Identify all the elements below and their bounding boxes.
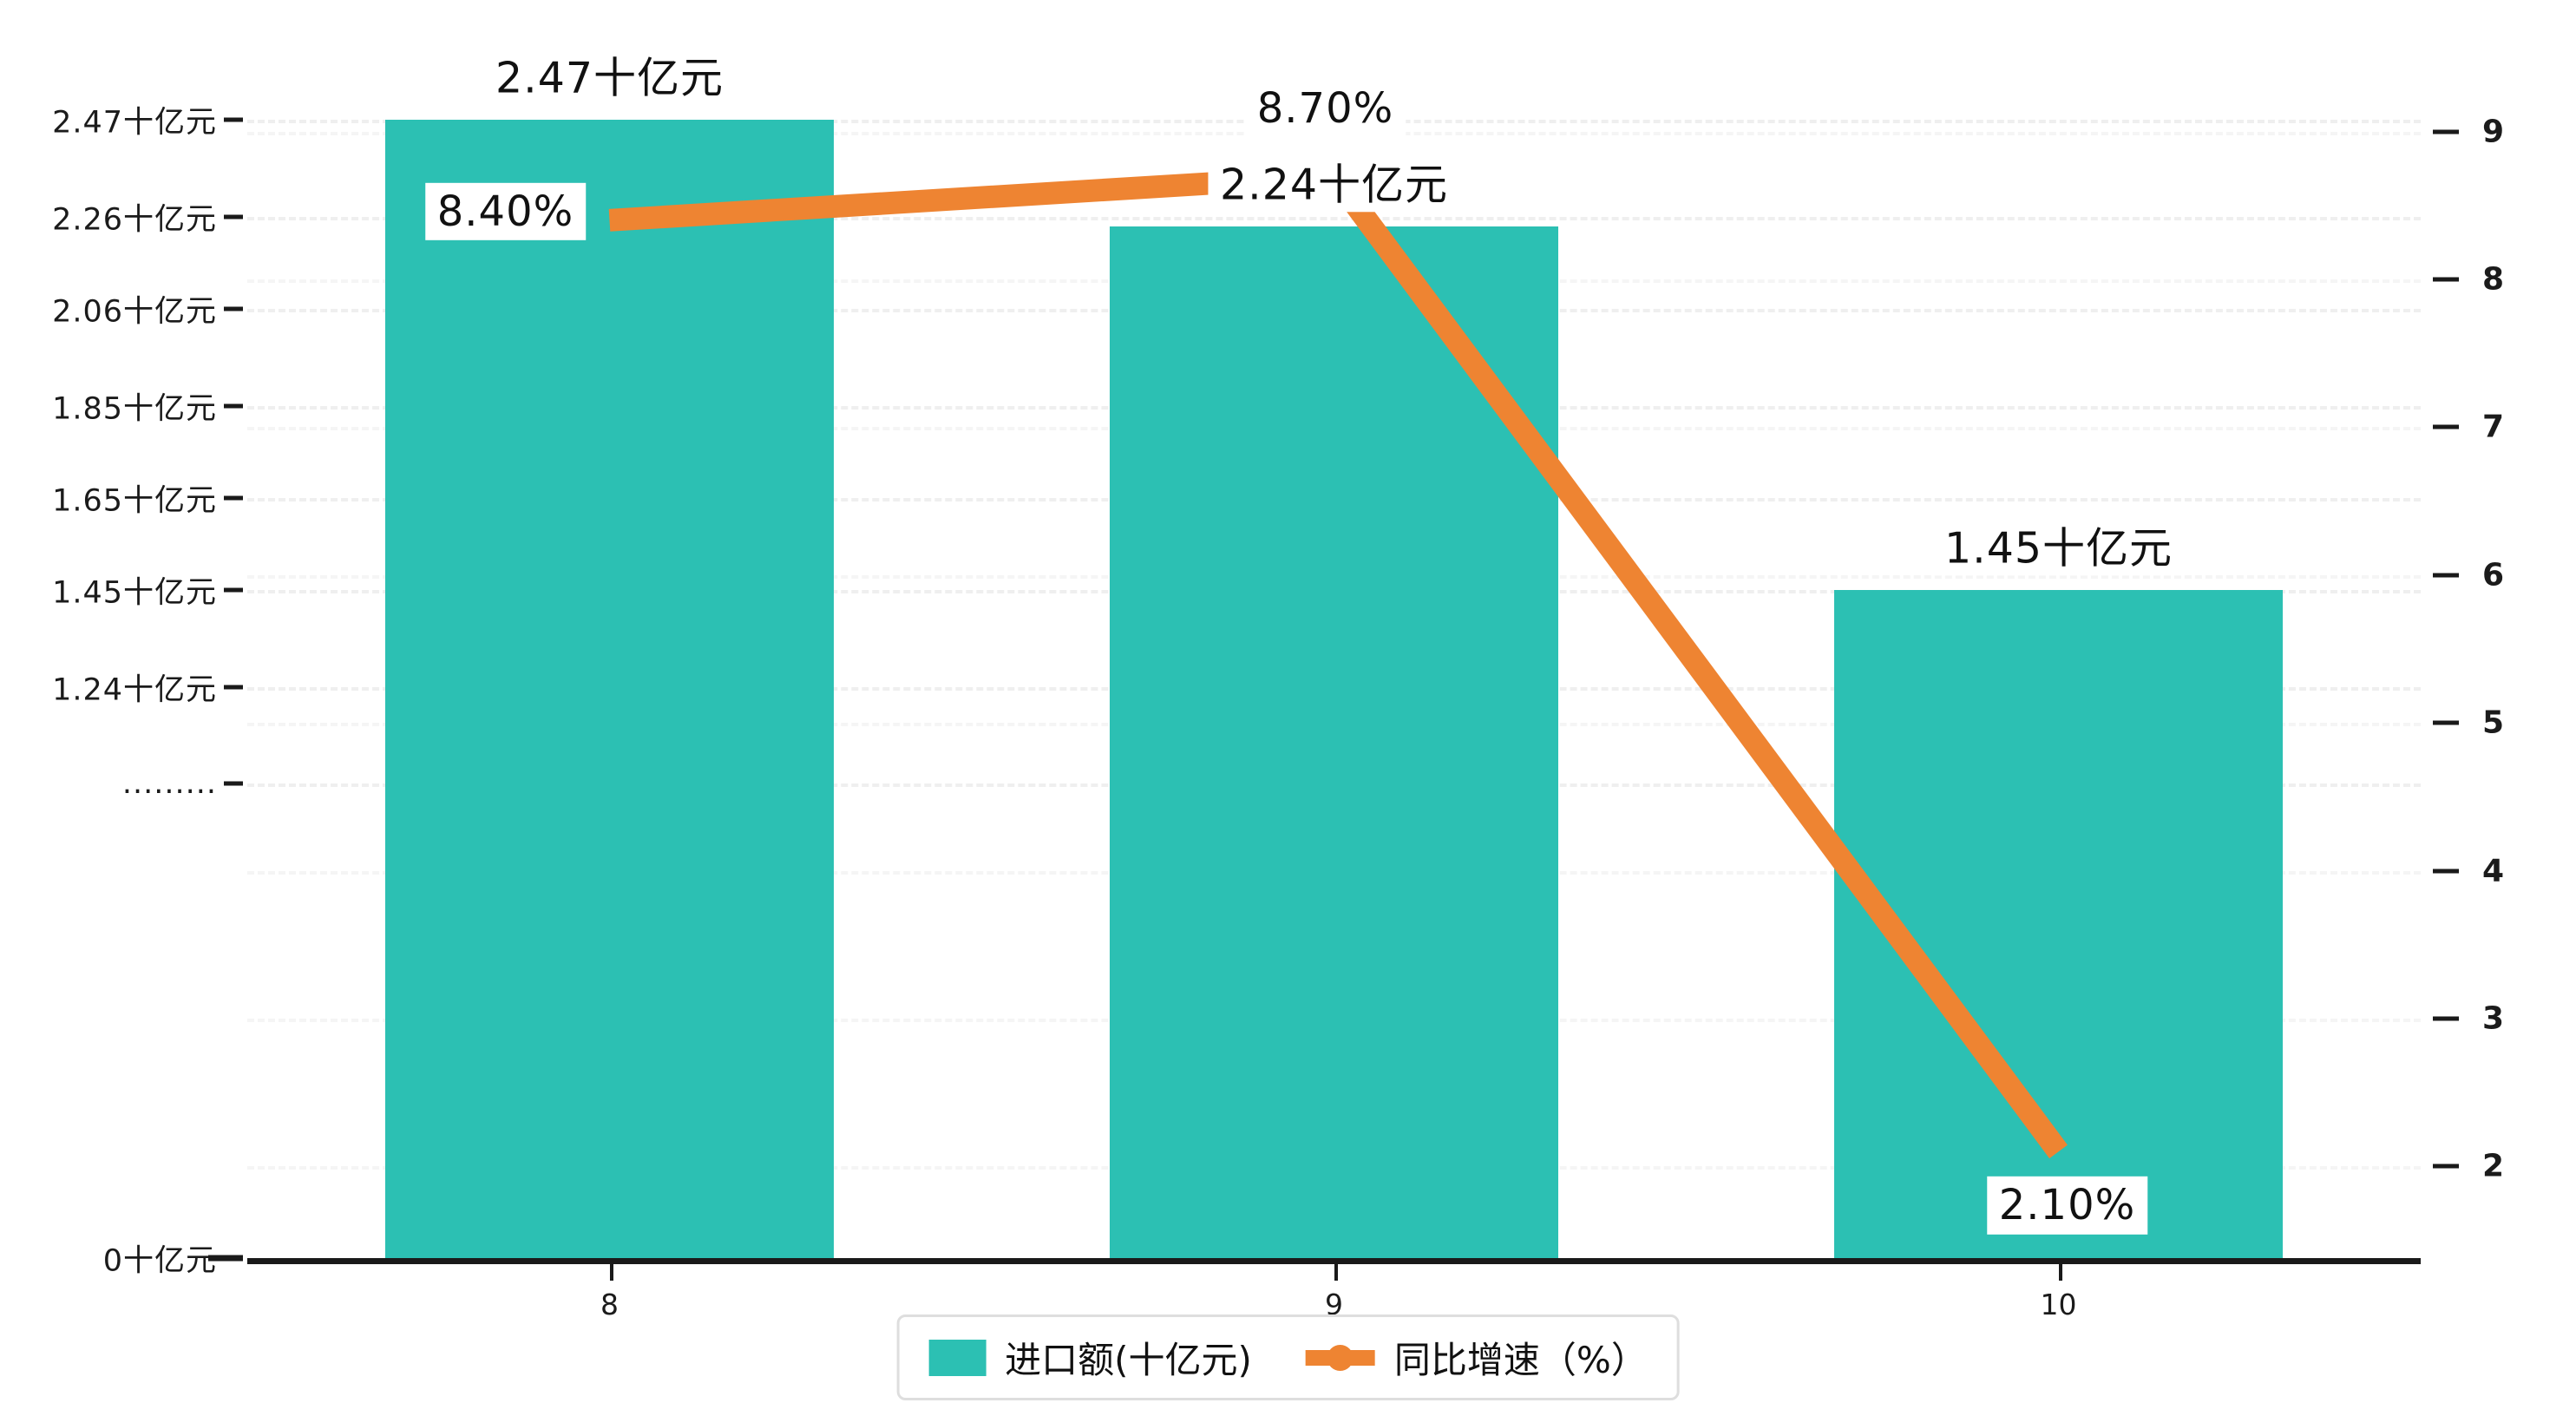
y-axis-left-label: 2.06十亿元 <box>52 294 217 330</box>
chart-legend[interactable]: 进口额(十亿元) 同比增速（%） <box>896 1314 1680 1400</box>
y-axis-left-label: 1.45十亿元 <box>52 575 217 611</box>
x-axis-tick <box>2058 1258 2062 1281</box>
y-axis-right-tick <box>2433 129 2459 134</box>
y-axis-right-tick <box>2433 424 2459 429</box>
y-axis-right-tick <box>2433 869 2459 874</box>
y-axis-left-tick <box>224 685 243 690</box>
y-axis-right-label: 9 <box>2482 114 2505 150</box>
y-axis-left-tick <box>208 1255 243 1262</box>
y-axis-left-label: 2.47十亿元 <box>52 105 217 141</box>
legend-item-import-amount[interactable]: 进口额(十亿元) <box>928 1331 1252 1384</box>
legend-label-import-amount: 进口额(十亿元) <box>1005 1339 1252 1381</box>
y-axis-right-label: 6 <box>2482 557 2505 593</box>
y-axis-right-label: 4 <box>2482 853 2505 889</box>
y-axis-right-label: 5 <box>2482 705 2505 741</box>
line-label-10: 2.10% <box>1986 1177 2148 1235</box>
y-axis-left-tick <box>224 117 243 122</box>
bar-label-8: 2.47十亿元 <box>482 50 737 107</box>
line-label-8: 8.40% <box>424 182 587 240</box>
y-axis-left-label: 1.85十亿元 <box>52 391 217 427</box>
x-axis-tick <box>1334 1258 1338 1281</box>
y-axis-right-tick <box>2433 1016 2459 1021</box>
legend-item-yoy-growth[interactable]: 同比增速（%） <box>1305 1331 1648 1384</box>
x-axis-tick <box>609 1258 613 1281</box>
y-axis-right-tick <box>2433 1164 2459 1169</box>
y-axis-left-tick <box>224 214 243 220</box>
y-axis-left-tick <box>224 306 243 311</box>
bar-9[interactable] <box>1109 226 1559 1258</box>
y-axis-left-tick <box>224 403 243 409</box>
bar-swatch-icon <box>928 1339 986 1376</box>
bar-8[interactable] <box>384 120 835 1258</box>
bar-label-9: 2.24十亿元 <box>1207 156 1461 213</box>
y-axis-right-label: 3 <box>2482 1000 2505 1037</box>
y-axis-right-label: 2 <box>2482 1148 2505 1184</box>
legend-label-yoy-growth: 同比增速（%） <box>1393 1339 1648 1381</box>
line-label-9: 8.70% <box>1244 79 1406 137</box>
y-axis-right-tick <box>2433 720 2459 725</box>
y-axis-right-label: 7 <box>2482 409 2505 445</box>
x-axis-label-8: 8 <box>600 1288 619 1321</box>
y-axis-left-label: 1.24十亿元 <box>52 672 217 708</box>
line-swatch-icon <box>1305 1340 1375 1376</box>
bar-10[interactable] <box>1833 590 2284 1258</box>
y-axis-left-tick <box>224 495 243 501</box>
y-axis-left-label: 2.26十亿元 <box>52 202 217 238</box>
y-axis-right-tick <box>2433 573 2459 578</box>
y-axis-right-label: 8 <box>2482 261 2505 298</box>
bar-label-10: 1.45十亿元 <box>1931 521 2186 576</box>
y-axis-left-label: 0十亿元 <box>102 1243 217 1279</box>
plot-area <box>247 69 2421 1264</box>
x-axis-label-9: 9 <box>1325 1288 1343 1321</box>
y-axis-left-tick <box>224 587 243 593</box>
y-axis-right-tick <box>2433 277 2459 282</box>
y-axis-left-label: 1.65十亿元 <box>52 483 217 519</box>
y-axis-left-tick <box>224 781 243 786</box>
y-axis-left-label: ......... <box>121 766 217 802</box>
x-axis-label-10: 10 <box>2040 1288 2077 1321</box>
